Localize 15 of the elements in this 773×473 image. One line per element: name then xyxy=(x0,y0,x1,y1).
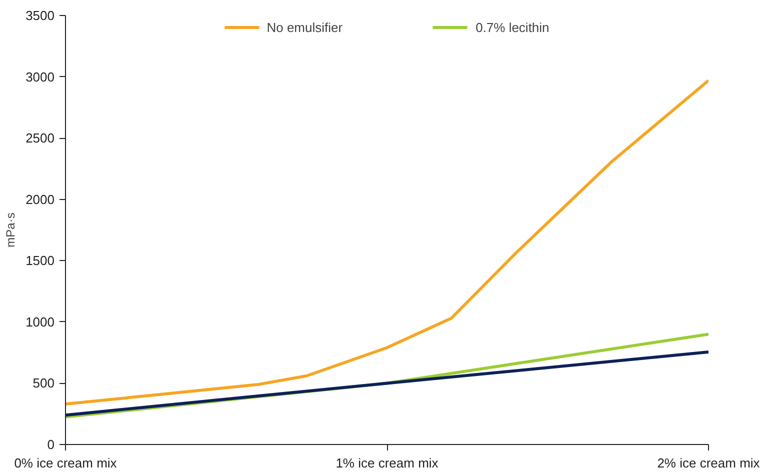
y-tick-label: 2500 xyxy=(26,130,54,146)
y-axis-title: mPa·s xyxy=(4,212,18,248)
y-tick-label: 1000 xyxy=(26,314,54,330)
x-tick-label: 2% ice cream mix xyxy=(657,456,760,470)
y-tick-label: 500 xyxy=(32,376,55,391)
y-tick-label: 0 xyxy=(47,437,55,452)
legend-label: 0.7% lecithin xyxy=(476,20,550,34)
x-tick-label: 1% ice cream mix xyxy=(336,456,439,470)
x-tick-label: 0% ice cream mix xyxy=(14,456,118,470)
legend-label: No emulsifier xyxy=(266,20,343,34)
line-series xyxy=(66,78,708,406)
y-tick-label: 1500 xyxy=(26,253,54,268)
y-tick-label: 3000 xyxy=(26,69,54,84)
y-tick-label: 2000 xyxy=(26,192,54,207)
y-tick-label: 3500 xyxy=(26,8,54,23)
